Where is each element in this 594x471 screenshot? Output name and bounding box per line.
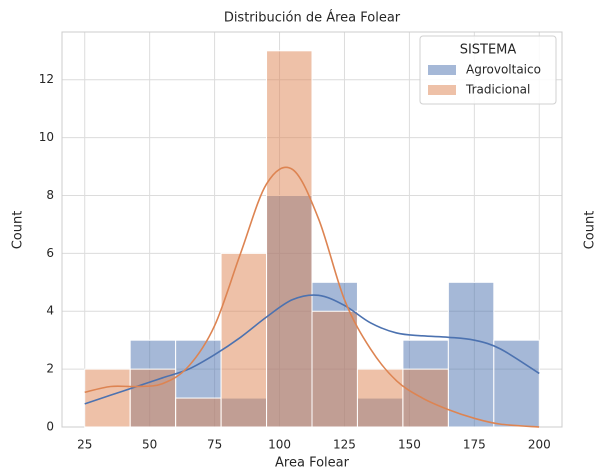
histogram-bar — [311, 310, 358, 428]
histogram-bar — [402, 368, 449, 428]
legend-label: Agrovoltaico — [466, 63, 541, 77]
y-tick-label: 4 — [46, 304, 54, 318]
x-tick-label: 125 — [333, 438, 356, 452]
histogram-bar — [220, 252, 268, 428]
legend-label: Tradicional — [465, 83, 530, 97]
chart-title: Distribución de Área Folear — [224, 10, 401, 26]
histogram-bar — [493, 339, 540, 428]
y-axis-label: Count — [11, 211, 26, 250]
x-tick-label: 50 — [142, 438, 157, 452]
histogram-bar — [266, 50, 313, 428]
x-tick-label: 100 — [268, 438, 291, 452]
legend-swatch — [428, 65, 456, 75]
x-axis-label: Area Folear — [275, 456, 350, 471]
histogram-bar — [447, 281, 495, 428]
x-tick-label: 200 — [528, 438, 551, 452]
legend-swatch — [428, 85, 456, 95]
legend-title: SISTEMA — [460, 43, 517, 58]
y-tick-label: 6 — [46, 246, 54, 260]
y-tick-label: 12 — [39, 72, 54, 86]
histogram-bar — [175, 397, 222, 428]
y-tick-label: 2 — [46, 362, 54, 376]
y-tick-label: 10 — [39, 130, 54, 144]
x-tick-label: 25 — [77, 438, 92, 452]
y-tick-label: 8 — [46, 188, 54, 202]
kde-line — [84, 294, 540, 405]
x-tick-label: 150 — [398, 438, 421, 452]
histogram-bar — [129, 368, 177, 428]
clipped-y-axis-label: Count — [583, 211, 594, 250]
histogram-bar — [356, 368, 404, 428]
x-tick-label: 175 — [463, 438, 486, 452]
histogram-bar — [84, 368, 131, 428]
kde-line — [84, 166, 540, 428]
x-tick-label: 75 — [207, 438, 222, 452]
legend: SISTEMA Agrovoltaico Tradicional — [419, 35, 557, 105]
y-tick-label: 0 — [46, 420, 54, 434]
